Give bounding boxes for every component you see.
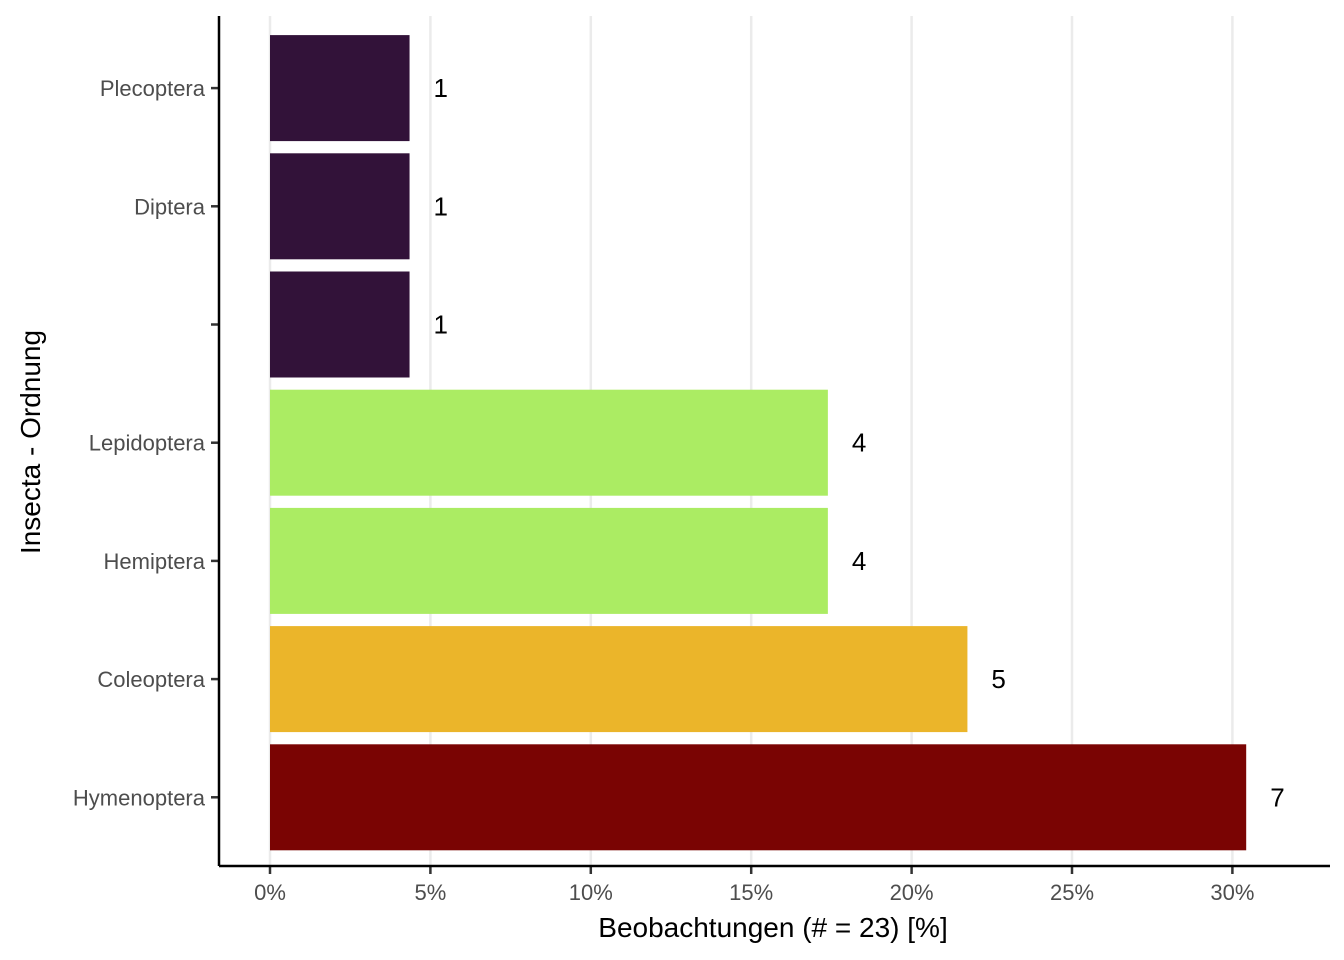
x-tick-label: 25% <box>1050 880 1094 905</box>
x-tick-label: 5% <box>415 880 447 905</box>
axes: 0% 5% 10% 15% 20% 25% 30% Plecoptera Diptera Lepi… <box>73 16 1330 905</box>
bar <box>270 626 968 733</box>
x-tick-label: 30% <box>1210 880 1254 905</box>
bar-count-label: 5 <box>991 664 1005 694</box>
bar <box>270 153 410 260</box>
y-tick-label: Diptera <box>134 194 206 219</box>
bar-count-label: 4 <box>852 546 866 576</box>
y-tick-label: Coleoptera <box>97 667 205 692</box>
y-tick-label: Hymenoptera <box>73 785 206 810</box>
x-tick-label: 15% <box>729 880 773 905</box>
bar <box>270 744 1247 851</box>
data-labels: 1 1 1 4 4 5 7 <box>434 73 1285 812</box>
y-tick-label: Plecoptera <box>100 76 206 101</box>
bar <box>270 389 828 496</box>
bar <box>270 35 410 142</box>
bar-count-label: 4 <box>852 428 866 458</box>
y-tick-label: Hemiptera <box>104 549 206 574</box>
x-tick-label: 0% <box>254 880 286 905</box>
x-tick-label: 10% <box>569 880 613 905</box>
bar-count-label: 1 <box>434 191 448 221</box>
x-axis-title: Beobachtungen (# = 23) [%] <box>598 912 947 943</box>
bars <box>270 35 1247 851</box>
bar <box>270 271 410 378</box>
bar <box>270 507 828 614</box>
bar-count-label: 1 <box>434 310 448 340</box>
bar-count-label: 1 <box>434 73 448 103</box>
bar-count-label: 7 <box>1270 782 1284 812</box>
y-axis-title: Insecta - Ordnung <box>15 330 46 554</box>
x-tick-label: 20% <box>890 880 934 905</box>
y-tick-label: Lepidoptera <box>89 431 206 456</box>
